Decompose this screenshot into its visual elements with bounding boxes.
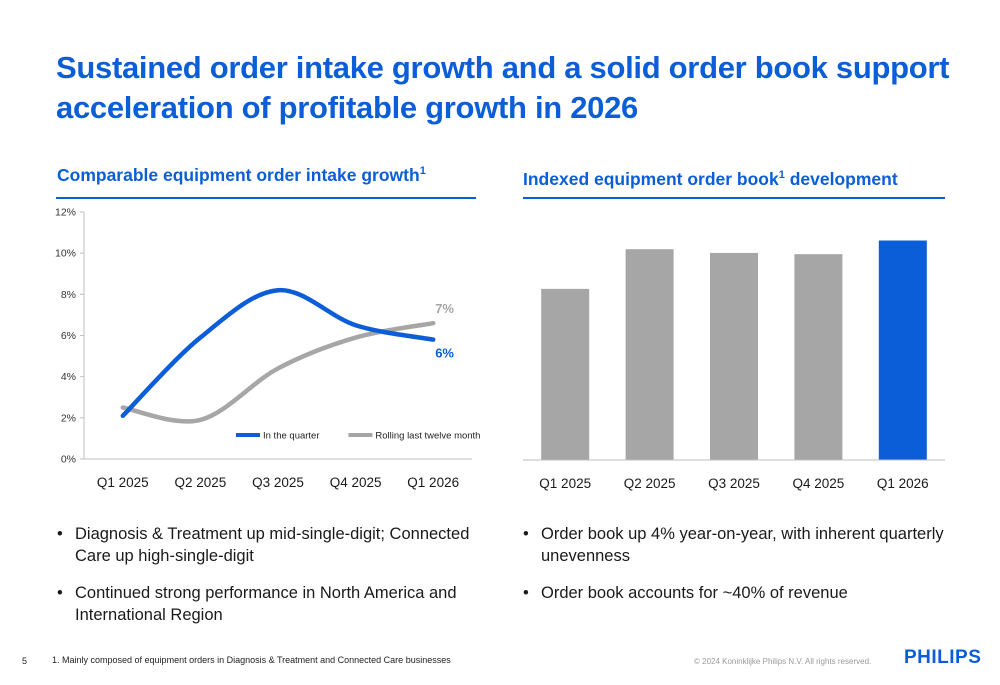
legend-label: In the quarter [263,431,320,442]
right-heading-footnote-mark: 1 [778,169,785,182]
x-tick-label: Q3 2025 [252,475,304,490]
bullet-item: Order book up 4% year-on-year, with inhe… [523,523,953,567]
bullet-item: Order book accounts for ~40% of revenue [523,582,953,604]
legend-label: Rolling last twelve months [375,431,480,442]
x-tick-label: Q2 2025 [175,475,227,490]
x-tick-label: Q3 2025 [708,476,760,491]
right-heading-tail: development [784,169,898,189]
page-title: Sustained order intake growth and a soli… [56,50,950,125]
x-tick-label: Q4 2025 [793,476,845,491]
bar [794,254,843,460]
y-tick-label: 8% [61,289,76,301]
y-tick-label: 6% [61,330,76,342]
left-bullets: Diagnosis & Treatment up mid-single-digi… [57,523,477,641]
y-tick-label: 10% [55,248,76,260]
footnote: 1. Mainly composed of equipment orders i… [52,655,451,665]
y-tick-label: 4% [61,371,76,383]
bar [710,252,758,460]
bar [878,240,927,460]
right-panel-heading: Indexed equipment order book1 developmen… [523,169,898,190]
y-tick-label: 0% [61,454,76,466]
order-intake-line-chart: 0% 2% 4% 6% 8% 10% 12% Q1 2025 Q2 2025 Q3 2025 Q4 … [55,207,480,491]
copyright: © 2024 Koninklijke Philips N.V. All righ… [694,657,872,666]
philips-logo: PHILIPS [904,647,982,668]
series-end-label: 6% [435,346,454,361]
order-book-bar-chart: Q1 2025 Q2 2025 Q3 2025 Q4 2025 Q1 2026 [523,240,945,491]
x-tick-label: Q2 2025 [624,476,676,491]
page-number: 5 [22,656,28,666]
x-tick-label: Q4 2025 [330,475,382,490]
y-tick-label: 12% [55,207,76,219]
bullet-item: Continued strong performance in North Am… [57,582,477,626]
x-tick-label: Q1 2026 [407,475,459,490]
x-tick-label: Q1 2025 [97,475,149,490]
x-tick-label: Q1 2026 [877,476,929,491]
x-tick-label: Q1 2025 [539,476,591,491]
left-heading-footnote-mark: 1 [419,165,426,178]
left-heading-rule [56,197,476,199]
series-line [120,287,436,419]
left-heading-text: Comparable equipment order intake growth [57,165,420,185]
left-panel-heading: Comparable equipment order intake growth… [57,165,426,186]
series-line [120,320,436,424]
bullet-item: Diagnosis & Treatment up mid-single-digi… [57,523,477,567]
series-end-label: 7% [435,301,454,316]
right-bullets: Order book up 4% year-on-year, with inhe… [523,523,953,619]
bar [625,249,674,460]
right-heading-rule [523,197,945,199]
right-heading-text: Indexed equipment order book [523,169,779,189]
bar [541,288,590,460]
y-tick-label: 2% [61,412,76,424]
